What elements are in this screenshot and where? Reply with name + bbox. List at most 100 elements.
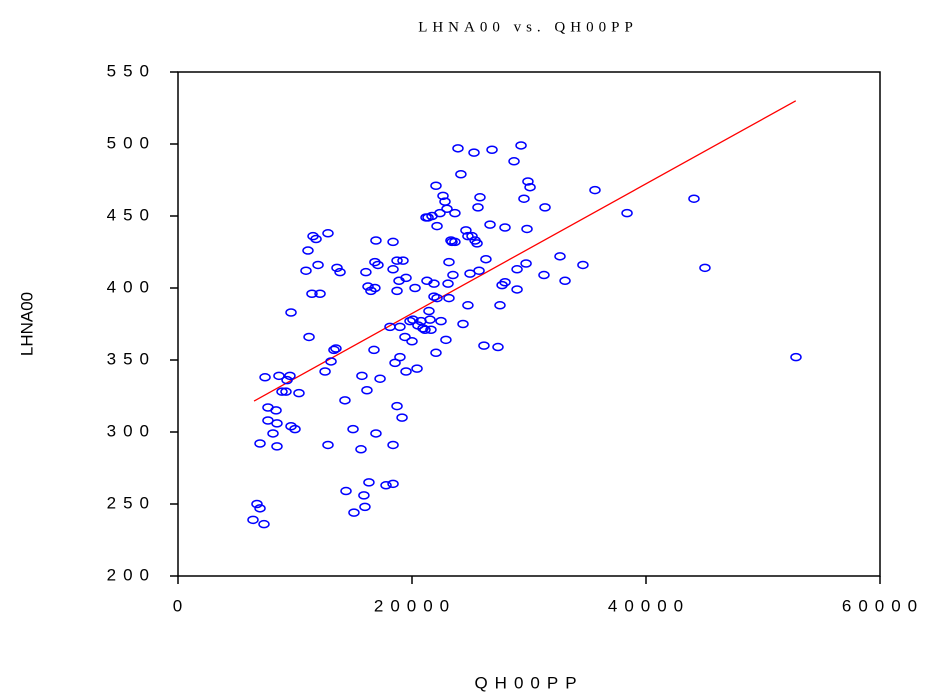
- point: [499, 277, 511, 287]
- point: [699, 263, 711, 273]
- point: [374, 374, 386, 383]
- point: [254, 504, 266, 513]
- point: [312, 260, 324, 270]
- point: [369, 283, 381, 293]
- point: [554, 252, 566, 261]
- point: [314, 289, 326, 299]
- point: [430, 348, 442, 358]
- point: [258, 519, 270, 529]
- point: [688, 194, 700, 203]
- point: [440, 335, 452, 345]
- point: [406, 337, 418, 346]
- point: [370, 429, 382, 438]
- point: [276, 387, 288, 396]
- point: [394, 322, 406, 332]
- point: [322, 229, 334, 238]
- point: [442, 279, 454, 288]
- point: [515, 141, 527, 150]
- point: [399, 332, 411, 342]
- point: [267, 429, 279, 438]
- chart-title: LHNA00 vs. QH00PP: [418, 19, 638, 35]
- point: [621, 208, 633, 218]
- y-tick-label: 350: [107, 349, 156, 368]
- point: [380, 481, 392, 490]
- point: [423, 306, 435, 316]
- point: [486, 145, 498, 155]
- point: [387, 479, 399, 489]
- point: [577, 260, 589, 270]
- point: [462, 231, 474, 241]
- point: [302, 246, 314, 255]
- point: [387, 265, 399, 274]
- point: [368, 345, 380, 355]
- point: [356, 371, 368, 381]
- point: [468, 148, 480, 157]
- point: [441, 204, 453, 214]
- point: [362, 282, 374, 291]
- point: [387, 440, 399, 450]
- point: [522, 177, 534, 186]
- point: [559, 276, 571, 286]
- point: [348, 508, 360, 517]
- point: [460, 226, 472, 235]
- point: [417, 324, 429, 333]
- point: [472, 203, 484, 212]
- point: [511, 285, 523, 294]
- point: [284, 371, 296, 381]
- point: [339, 396, 351, 405]
- x-tick-label: 0: [173, 596, 189, 615]
- point: [407, 315, 419, 324]
- point: [790, 352, 802, 362]
- point: [449, 237, 461, 247]
- point: [521, 224, 533, 234]
- y-tick-label: 450: [107, 205, 156, 224]
- point: [271, 419, 283, 428]
- point: [259, 373, 271, 382]
- point: [347, 424, 359, 434]
- point: [293, 388, 305, 398]
- y-tick-label: 400: [107, 277, 156, 296]
- point: [303, 332, 315, 342]
- point: [508, 157, 520, 166]
- point: [306, 289, 318, 299]
- point: [473, 266, 485, 275]
- point: [360, 267, 372, 277]
- point: [499, 223, 511, 232]
- point: [370, 236, 382, 245]
- point: [492, 342, 504, 352]
- y-axis-label: LHNA00: [17, 292, 36, 356]
- point: [524, 182, 536, 192]
- point: [462, 301, 474, 310]
- point: [391, 286, 403, 296]
- point: [289, 424, 301, 434]
- y-tick-label: 550: [107, 61, 156, 80]
- point: [247, 515, 259, 525]
- point: [391, 401, 403, 411]
- point: [359, 502, 371, 512]
- point: [466, 231, 478, 241]
- point: [484, 220, 496, 229]
- y-tick-label: 300: [107, 421, 156, 440]
- point: [511, 265, 523, 274]
- point: [340, 486, 352, 496]
- point: [447, 270, 459, 280]
- point: [319, 367, 331, 376]
- point: [363, 478, 375, 487]
- point: [474, 193, 486, 202]
- x-tick-label: 60000: [842, 596, 924, 615]
- point: [389, 358, 401, 368]
- point: [452, 144, 464, 153]
- point: [409, 283, 421, 293]
- point: [539, 203, 551, 212]
- point: [480, 254, 492, 264]
- point: [443, 293, 455, 303]
- point: [310, 234, 322, 244]
- point: [471, 239, 483, 248]
- point: [328, 345, 340, 355]
- point: [325, 357, 337, 366]
- point: [431, 221, 443, 231]
- point: [520, 259, 532, 268]
- fit-line: [253, 100, 797, 402]
- point: [330, 344, 342, 353]
